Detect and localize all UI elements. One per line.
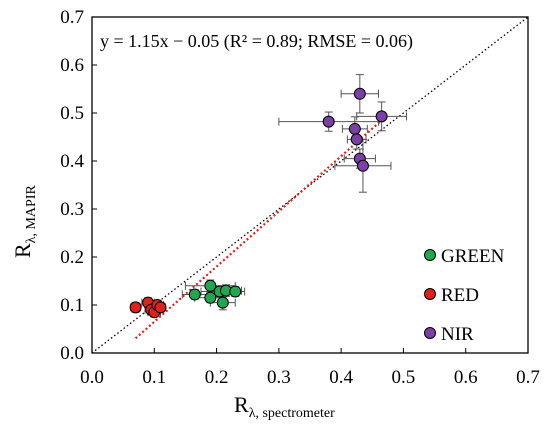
data-points: [129, 74, 408, 319]
svg-text:Rλ, spectrometer: Rλ, spectrometer: [234, 392, 335, 421]
fit-line-group: [134, 116, 386, 340]
regression-fit-line: [134, 116, 386, 340]
x-axis-title: Rλ, spectrometer: [234, 392, 335, 421]
y-axis-title: Rλ, MAPIR: [10, 185, 39, 258]
y-tick-label: 0.2: [60, 247, 84, 268]
y-tick-label: 0.3: [60, 199, 84, 220]
legend-item-red: RED: [424, 285, 479, 306]
green-point: [204, 279, 217, 292]
y-tick-label: 0.6: [60, 55, 84, 76]
x-tick-label: 0.5: [392, 367, 416, 388]
legend-label-nir: NIR: [441, 324, 474, 345]
legend-item-green: GREEN: [424, 246, 505, 267]
nir-point: [353, 87, 366, 100]
x-axis-title-main: R: [234, 392, 249, 417]
x-axis-title-sub: λ, spectrometer: [249, 406, 335, 421]
svg-text:Rλ, MAPIR: Rλ, MAPIR: [10, 185, 39, 258]
legend: GREEN RED NIR: [424, 246, 505, 345]
y-tick-label: 0.7: [60, 7, 84, 28]
legend-marker-green: [424, 249, 436, 261]
y-tick-label: 0.1: [60, 295, 84, 316]
nir-point: [350, 133, 363, 146]
red-point: [154, 301, 167, 314]
green-point: [204, 291, 217, 304]
legend-marker-red: [424, 288, 436, 300]
nir-point: [348, 122, 361, 135]
nir-point: [375, 110, 388, 123]
x-tick-label: 0.4: [329, 367, 353, 388]
y-tick-label: 0.4: [60, 151, 84, 172]
x-tick-label: 0.1: [142, 367, 166, 388]
annotation-equation: y = 1.15x − 0.05 (R² = 0.89; RMSE = 0.06…: [100, 31, 413, 52]
x-axis-ticks: 0.0 0.1 0.2 0.3 0.4 0.5 0.6 0.7: [80, 348, 540, 388]
y-tick-label: 0.5: [60, 103, 84, 124]
y-tick-label: 0.0: [60, 343, 84, 364]
x-tick-label: 0.3: [267, 367, 291, 388]
legend-label-green: GREEN: [441, 246, 505, 267]
y-axis-title-main: R: [10, 243, 35, 258]
nir-point: [322, 115, 335, 128]
legend-marker-nir: [424, 327, 436, 339]
x-tick-label: 0.2: [205, 367, 229, 388]
nir-point: [356, 159, 369, 172]
legend-label-red: RED: [441, 285, 479, 306]
green-point: [188, 288, 201, 301]
x-tick-label: 0.7: [516, 367, 540, 388]
y-axis-ticks: 0.0 0.1 0.2 0.3 0.4 0.5 0.6 0.7: [60, 7, 97, 364]
x-tick-label: 0.0: [80, 367, 104, 388]
red-point: [129, 301, 142, 314]
plot-frame: [91, 16, 529, 354]
green-point: [229, 285, 242, 298]
x-tick-label: 0.6: [454, 367, 478, 388]
y-axis-title-sub: λ, MAPIR: [24, 185, 39, 244]
legend-item-nir: NIR: [424, 324, 474, 345]
green-point: [216, 296, 229, 309]
